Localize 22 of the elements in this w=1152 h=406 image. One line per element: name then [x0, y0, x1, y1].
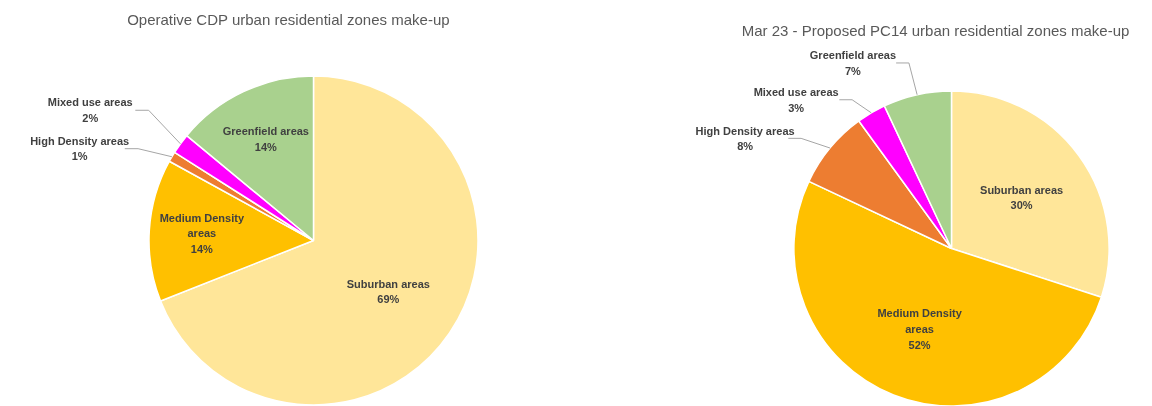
- slice-label: Medium Density areas: [159, 211, 245, 240]
- data-label: 52%: [908, 338, 931, 351]
- slice-label: High Density areas: [695, 124, 795, 137]
- slice-label: Suburban areas: [980, 183, 1064, 196]
- chart-title: Mar 23 - Proposed PC14 urban residential zones make-up: [741, 22, 1130, 39]
- slice-label: Medium Density areas: [877, 307, 963, 336]
- data-label: 2%: [82, 112, 99, 125]
- slice-label: Mixed use areas: [47, 96, 133, 109]
- data-label: 69%: [377, 293, 400, 306]
- slice-label: Greenfield areas: [809, 49, 897, 62]
- data-label: 14%: [254, 141, 278, 154]
- slice-label: Greenfield areas: [222, 125, 309, 138]
- data-label: 7%: [844, 64, 862, 77]
- data-label: 30%: [1010, 199, 1033, 212]
- data-label: 1%: [71, 150, 88, 163]
- slice-label: High Density areas: [30, 134, 130, 147]
- slice-label: Suburban areas: [346, 277, 430, 290]
- data-label: 14%: [190, 243, 214, 256]
- chart-title: Operative CDP urban residential zones make-up: [127, 11, 450, 28]
- slice-label: Mixed use areas: [753, 85, 839, 98]
- data-label: 3%: [788, 101, 805, 114]
- data-label: 8%: [737, 140, 754, 153]
